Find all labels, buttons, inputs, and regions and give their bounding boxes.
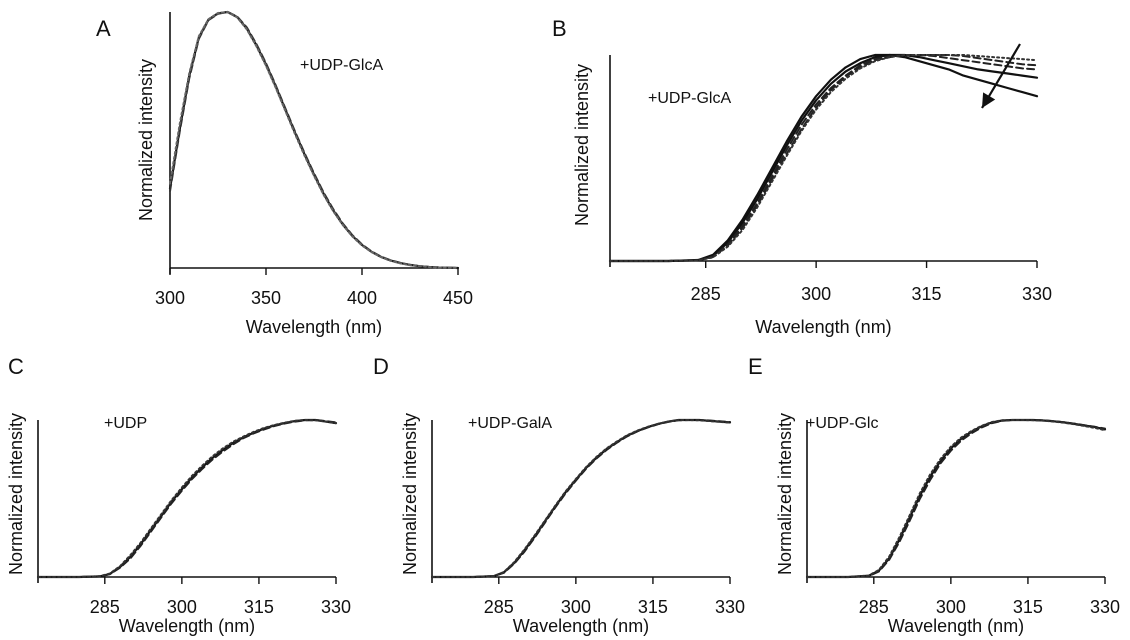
panel-letter: A [96, 16, 111, 41]
x-tick-label: 300 [936, 597, 966, 617]
panel-letter: D [373, 354, 389, 379]
y-axis-label: Normalized intensity [136, 59, 156, 221]
series-line-2 [37, 419, 337, 578]
trend-arrow-head [982, 92, 996, 108]
series-line-3 [431, 419, 731, 578]
x-tick-label: 300 [155, 288, 185, 308]
series-line-3 [37, 419, 337, 578]
x-tick-label: 330 [715, 597, 745, 617]
x-tick-label: 330 [321, 597, 351, 617]
series-line-1 [168, 10, 460, 270]
x-axis-label: Wavelength (nm) [513, 616, 649, 636]
series-line-3 [806, 419, 1106, 578]
x-tick-label: 330 [1090, 597, 1120, 617]
series-line-5 [609, 54, 1038, 262]
x-tick-label: 315 [912, 284, 942, 304]
x-tick-label: 330 [1022, 284, 1052, 304]
x-tick-label: 300 [167, 597, 197, 617]
x-axis-label: Wavelength (nm) [119, 616, 255, 636]
y-axis-label: Normalized intensity [400, 413, 420, 575]
series-line-2 [431, 419, 731, 578]
panel-a: A 300 350 400 450 Wavelength (nm) Normalized i… [96, 10, 473, 337]
series-line-4 [609, 54, 1038, 262]
x-tick-label: 450 [443, 288, 473, 308]
x-tick-label: 315 [244, 597, 274, 617]
series-line-1 [430, 418, 732, 579]
panel-letter: E [748, 354, 763, 379]
panel-e: E 285 300 315 330 Wavelength (nm) Normalized i… [748, 354, 1120, 636]
panel-c: C 285 300 315 330 Wavelength (nm) Normalized i… [6, 354, 351, 636]
x-tick-label: 285 [691, 284, 721, 304]
x-tick-label: 285 [90, 597, 120, 617]
ligand-annotation: +UDP [104, 415, 147, 432]
series-line-2 [169, 11, 459, 269]
y-axis-label: Normalized intensity [775, 413, 795, 575]
ligand-annotation: +UDP-GlcA [648, 90, 731, 107]
x-tick-label: 300 [801, 284, 831, 304]
panel-d: D 285 300 315 330 Wavelength (nm) Normalized i… [373, 354, 745, 636]
x-tick-label: 285 [484, 597, 514, 617]
series-line-1 [608, 53, 1039, 263]
ligand-annotation: +UDP-GlcA [300, 57, 383, 74]
panel-b: B 285 300 315 330 Wavelength (nm) Normalized i… [552, 16, 1052, 337]
x-tick-label: 350 [251, 288, 281, 308]
ligand-annotation: +UDP-Glc [806, 415, 878, 432]
x-tick-label: 285 [859, 597, 889, 617]
series-line-3 [169, 11, 459, 269]
series-line-2 [608, 53, 1039, 263]
y-axis-label: Normalized intensity [572, 64, 592, 226]
x-axis-label: Wavelength (nm) [888, 616, 1024, 636]
series-line-3 [609, 54, 1038, 262]
x-tick-label: 315 [1013, 597, 1043, 617]
x-tick-label: 315 [638, 597, 668, 617]
x-axis-label: Wavelength (nm) [755, 317, 891, 337]
series-line-1 [805, 418, 1107, 579]
panel-letter: C [8, 354, 24, 379]
x-tick-label: 400 [347, 288, 377, 308]
panel-letter: B [552, 16, 567, 41]
series-line-1 [36, 418, 338, 579]
ligand-annotation: +UDP-GalA [468, 415, 552, 432]
y-axis-label: Normalized intensity [6, 413, 26, 575]
x-axis-label: Wavelength (nm) [246, 317, 382, 337]
panels: A 300 350 400 450 Wavelength (nm) Normalized i… [6, 10, 1120, 636]
x-tick-label: 300 [561, 597, 591, 617]
